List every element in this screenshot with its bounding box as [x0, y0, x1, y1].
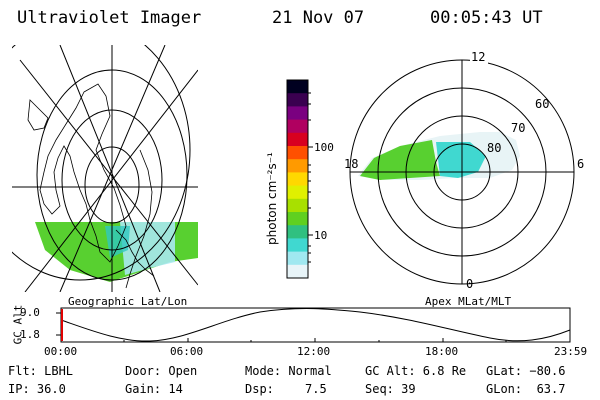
meridian-d1: [19, 59, 198, 286]
colorbar-swatch: [287, 198, 308, 213]
colorbar-frame: [286, 79, 309, 279]
lat-circle-far: [12, 45, 191, 281]
aurora-band-right: [360, 140, 440, 180]
info-gain: Gain: 14: [125, 382, 183, 396]
colorbar-swatch: [287, 106, 308, 121]
polar-plot: 12 18 6 0 60 70 80: [344, 50, 584, 291]
colorbar-swatch: [287, 185, 308, 200]
colorbar-swatch: [287, 119, 308, 134]
polar-label-lat80: 80: [487, 141, 501, 155]
geographic-map-label: Geographic Lat/Lon: [68, 295, 188, 308]
altitude-timeline: [56, 307, 571, 343]
info-gc-alt: GC Alt: 6.8 Re: [365, 364, 467, 378]
colorbar-swatch: [287, 238, 308, 253]
colorbar-swatch: [287, 132, 308, 147]
timeline-xtick-0000: 00:00: [44, 345, 78, 358]
colorbar-unit-label: photon cm⁻²s⁻¹: [265, 152, 279, 245]
info-filter: Flt: LBHL: [8, 364, 74, 378]
timeline-xtick-0600: 06:00: [170, 345, 204, 358]
timeline-frame: [60, 307, 571, 343]
timeline-xtick-2359: 23:59: [554, 345, 588, 358]
colorbar-swatch: [287, 93, 308, 107]
date-label: 21 Nov 07: [272, 8, 365, 28]
colorbar-swatch: [287, 251, 308, 266]
aurora-core-right: [436, 142, 486, 178]
timeline-ytick-label-bottom: 1.8: [20, 328, 40, 341]
polar-label-lat60: 60: [535, 97, 549, 111]
apex-map-label: Apex MLat/MLT: [425, 295, 512, 308]
colorbar-swatch: [287, 212, 308, 226]
info-dsp-value: 7.5: [305, 382, 327, 396]
colorbar-swatch: [287, 264, 308, 279]
colorbar-label-100: 100: [314, 141, 334, 154]
coastline-south: [115, 229, 155, 277]
coastline-island: [27, 99, 49, 131]
polar-label-lat70: 70: [511, 121, 525, 135]
timeline-ytick-label-top: 9.0: [20, 306, 40, 319]
colorbar-swatch: [287, 225, 308, 239]
info-door: Door: Open: [125, 364, 198, 378]
polar-label-18: 18: [344, 157, 358, 171]
polar-label-12: 12: [471, 50, 485, 64]
info-glon: GLon: 63.7: [486, 382, 566, 396]
info-ip: IP: 36.0: [8, 382, 66, 396]
polar-label-6: 6: [577, 157, 584, 171]
colorbar-label-10: 10: [314, 229, 327, 242]
polar-label-0: 0: [466, 277, 473, 291]
timeline-xtick-1200: 12:00: [297, 345, 331, 358]
polar-label-bg-12: [470, 50, 488, 64]
timeline-xtick-1800: 18:00: [425, 345, 459, 358]
time-label: 00:05:43 UT: [430, 8, 543, 28]
info-seq: Seq: 39: [365, 382, 416, 396]
meridian-d4: [59, 45, 166, 292]
info-dsp-label: Dsp:: [245, 382, 274, 396]
meridian-d3: [59, 45, 161, 292]
instrument-title: Ultraviolet Imager: [17, 8, 202, 28]
colorbar-swatches: [287, 80, 308, 279]
info-mode: Mode: Normal: [245, 364, 332, 378]
colorbar-swatch: [287, 172, 308, 187]
colorbar-swatch: [287, 159, 308, 173]
meridian-d2: [24, 69, 198, 292]
geographic-map: [12, 45, 198, 292]
coastline-greenland: [39, 83, 127, 263]
altitude-curve: [60, 308, 571, 342]
colorbar-swatch: [287, 146, 308, 160]
coastline-east: [125, 149, 153, 289]
colorbar: 100 10 photon cm⁻²s⁻¹: [265, 79, 334, 279]
info-glat: GLat: −80.6: [486, 364, 566, 378]
colorbar-swatch: [287, 80, 308, 94]
